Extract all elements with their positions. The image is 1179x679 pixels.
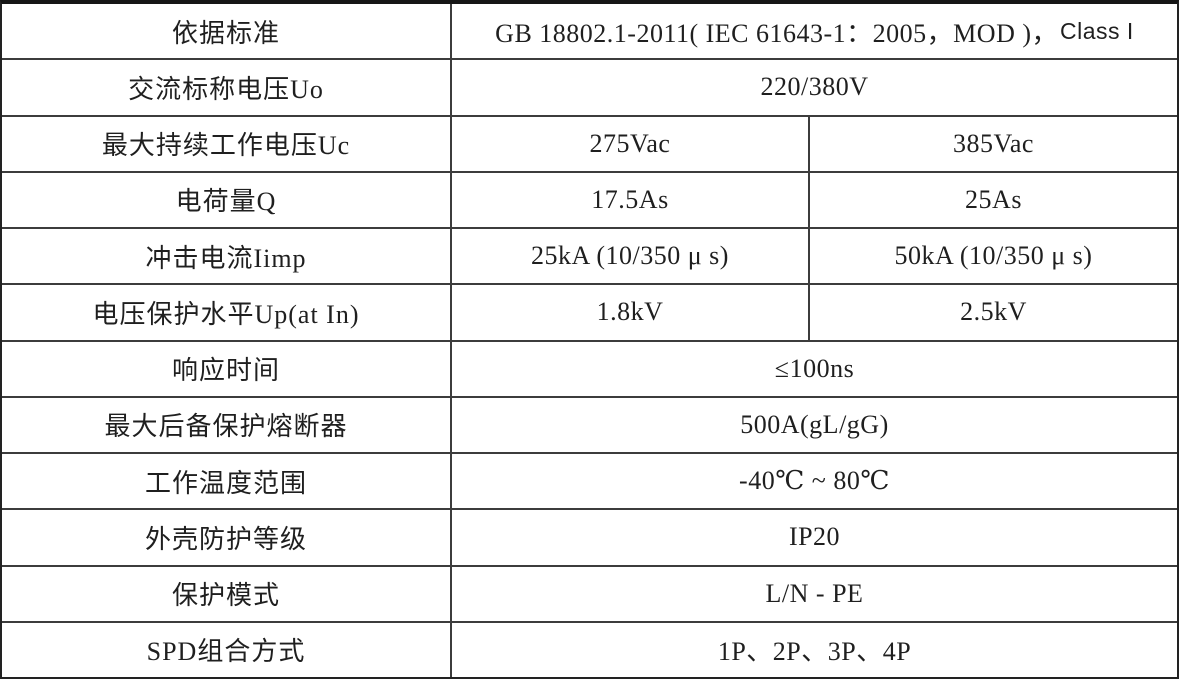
row-value-col1: 17.5As — [450, 172, 808, 227]
table-row-backup-fuse: 最大后备保护熔断器 500A(gL/gG) — [2, 395, 1177, 452]
table-row-spd-combination: SPD组合方式 1P、2P、3P、4P — [2, 620, 1177, 677]
row-label: 最大后备保护熔断器 — [104, 412, 348, 442]
row-label: 工作温度范围 — [144, 468, 307, 498]
row-label: SPD组合方式 — [146, 637, 306, 667]
row-label: 交流标称电压Uo — [128, 74, 324, 104]
row-label: 最大持续工作电压Uc — [101, 131, 351, 161]
table-row-nominal-voltage: 交流标称电压Uo 220/380V — [2, 58, 1177, 115]
row-value: L/N - PE — [450, 566, 1177, 621]
row-value-col2: 25As — [808, 172, 1177, 227]
row-value: -40℃ ~ 80℃ — [450, 454, 1177, 509]
row-value-col1: 25kA (10/350 μ s) — [450, 229, 808, 284]
row-label: 保护模式 — [171, 581, 280, 611]
row-value: GB 18802.1-2011( IEC 61643-1：2005，MOD )，… — [450, 4, 1177, 59]
row-value-col2: 50kA (10/350 μ s) — [808, 229, 1177, 284]
row-value: ≤100ns — [450, 341, 1177, 396]
table-row-charge: 电荷量Q 17.5As 25As — [2, 170, 1177, 227]
standard-class-text: Class I — [1060, 17, 1134, 44]
table-row-operating-temperature: 工作温度范围 -40℃ ~ 80℃ — [2, 452, 1177, 509]
row-value: 220/380V — [450, 60, 1177, 115]
row-label: 电压保护水平Up(at In) — [92, 299, 360, 329]
table-row-response-time: 响应时间 ≤100ns — [2, 339, 1177, 396]
row-value: 1P、2P、3P、4P — [450, 622, 1177, 677]
row-value-col2: 385Vac — [808, 116, 1177, 171]
table-row-protection-level: 电压保护水平Up(at In) 1.8kV 2.5kV — [2, 283, 1177, 340]
table-row-max-continuous-voltage: 最大持续工作电压Uc 275Vac 385Vac — [2, 114, 1177, 171]
row-value: IP20 — [450, 510, 1177, 565]
table-row-protection-mode: 保护模式 L/N - PE — [2, 564, 1177, 621]
row-label: 响应时间 — [171, 356, 280, 386]
standard-text: GB 18802.1-2011( IEC 61643-1：2005，MOD )， — [495, 18, 1059, 48]
table-row-standard: 依据标准 GB 18802.1-2011( IEC 61643-1：2005，M… — [2, 4, 1177, 59]
row-value: 500A(gL/gG) — [450, 397, 1177, 452]
row-label: 电荷量Q — [175, 187, 277, 217]
row-value-col1: 1.8kV — [450, 285, 808, 340]
row-value-col1: 275Vac — [450, 116, 808, 171]
row-value-col2: 2.5kV — [808, 285, 1177, 340]
row-label: 依据标准 — [171, 18, 280, 48]
table-row-ip-rating: 外壳防护等级 IP20 — [2, 508, 1177, 565]
table-row-impulse-current: 冲击电流Iimp 25kA (10/350 μ s) 50kA (10/350 … — [2, 227, 1177, 284]
row-label: 冲击电流Iimp — [145, 243, 307, 273]
row-label: 外壳防护等级 — [144, 524, 307, 554]
